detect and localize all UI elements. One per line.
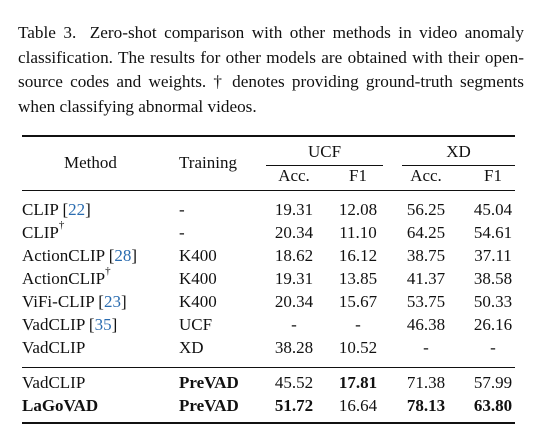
training-cell: PreVAD [179,373,239,392]
ucf-f1-cell: - [355,315,361,334]
xd-f1-cell: 63.80 [473,396,513,415]
xd-f1-cell: 45.04 [473,200,513,219]
ucf-acc-cell: 20.34 [274,292,314,311]
dagger-mark: † [105,265,111,278]
method-cell: VadCLIP [22,338,85,358]
ucf-f1-cell: 11.10 [339,223,377,242]
top-rule [22,135,515,137]
xd-f1-cell: 57.99 [473,373,513,392]
header-ucf: UCF [307,142,342,161]
method-cell: ActionCLIP [28] [22,246,138,265]
header-rule [22,190,515,191]
citation-link[interactable]: 22 [68,200,86,219]
citation-link[interactable]: 28 [114,246,132,265]
xd-acc-cell: 71.38 [406,373,446,392]
xd-f1-cell: 38.58 [473,269,513,288]
ucf-f1-cell: 13.85 [338,269,378,288]
xd-acc-cell: 64.25 [406,223,446,242]
xd-acc-cell: 53.75 [406,292,446,311]
xd-underline [402,165,515,166]
header-ucf-acc: Acc. [278,166,310,185]
method-cell: ViFi-CLIP [23] [22,292,127,311]
ucf-f1-cell: 10.52 [338,338,378,357]
method-name: ActionCLIP [22,246,105,265]
xd-f1-cell: 37.11 [474,246,512,265]
header-xd-acc: Acc. [410,166,442,185]
ucf-acc-cell: - [291,315,297,334]
method-name: VadCLIP [22,315,85,334]
method-cell: CLIP [22] [22,200,91,219]
ucf-acc-cell: 38.28 [274,338,314,357]
xd-f1-cell: 50.33 [473,292,513,311]
training-cell: XD [179,338,204,357]
ucf-acc-cell: 18.62 [274,246,314,265]
xd-f1-cell: 26.16 [473,315,513,334]
method-name: VadCLIP [22,373,86,392]
table-caption: Table 3. Zero-shot comparison with other… [18,21,524,119]
method-cell: ActionCLIP† [22,266,111,289]
ucf-acc-cell: 19.31 [274,200,314,219]
method-name: ViFi-CLIP [22,292,95,311]
training-cell: K400 [179,292,217,311]
xd-acc-cell: 41.37 [406,269,446,288]
ucf-underline [266,165,383,166]
xd-acc-cell: 38.75 [406,246,446,265]
method-name: CLIP [22,200,59,219]
xd-f1-cell: 54.61 [473,223,513,242]
training-cell: - [179,223,185,242]
ucf-f1-cell: 17.81 [338,373,378,392]
training-cell: K400 [179,246,217,265]
method-name: CLIP [22,223,59,242]
xd-f1-cell: - [490,338,496,357]
dagger-mark: † [58,219,65,232]
xd-acc-cell: 78.13 [406,396,446,415]
training-cell: UCF [179,315,213,334]
header-training: Training [179,153,237,172]
xd-acc-cell: 56.25 [406,200,446,219]
training-cell: PreVAD [179,396,239,415]
citation-link[interactable]: 23 [103,292,121,311]
caption-label: Table 3. [18,23,77,42]
header-method: Method [64,153,117,172]
method-cell: LaGoVAD [22,396,98,416]
method-cell: VadCLIP [35] [22,315,118,334]
training-cell: - [179,200,185,219]
ucf-f1-cell: 16.12 [338,246,378,265]
ucf-acc-cell: 45.52 [274,373,314,392]
header-xd: XD [446,142,471,161]
ucf-acc-cell: 19.31 [274,269,314,288]
method-cell: VadCLIP [22,373,85,393]
ucf-f1-cell: 15.67 [338,292,378,311]
header-ucf-f1: F1 [349,166,367,185]
xd-acc-cell: 46.38 [406,315,446,334]
citation-link[interactable]: 35 [94,315,112,334]
method-name: ActionCLIP [22,269,106,288]
bottom-rule [22,422,515,424]
group-rule [22,367,515,368]
xd-acc-cell: - [423,338,429,357]
training-cell: K400 [179,269,217,288]
method-cell: CLIP† [22,220,64,243]
ucf-acc-cell: 51.72 [274,396,314,415]
ucf-acc-cell: 20.34 [274,223,314,242]
ucf-f1-cell: 16.64 [338,396,378,415]
ucf-f1-cell: 12.08 [338,200,378,219]
header-xd-f1: F1 [484,166,502,185]
method-name: VadCLIP [22,338,86,357]
method-name: LaGoVAD [22,396,99,415]
caption-text: Zero-shot comparison with other methods … [18,23,524,116]
